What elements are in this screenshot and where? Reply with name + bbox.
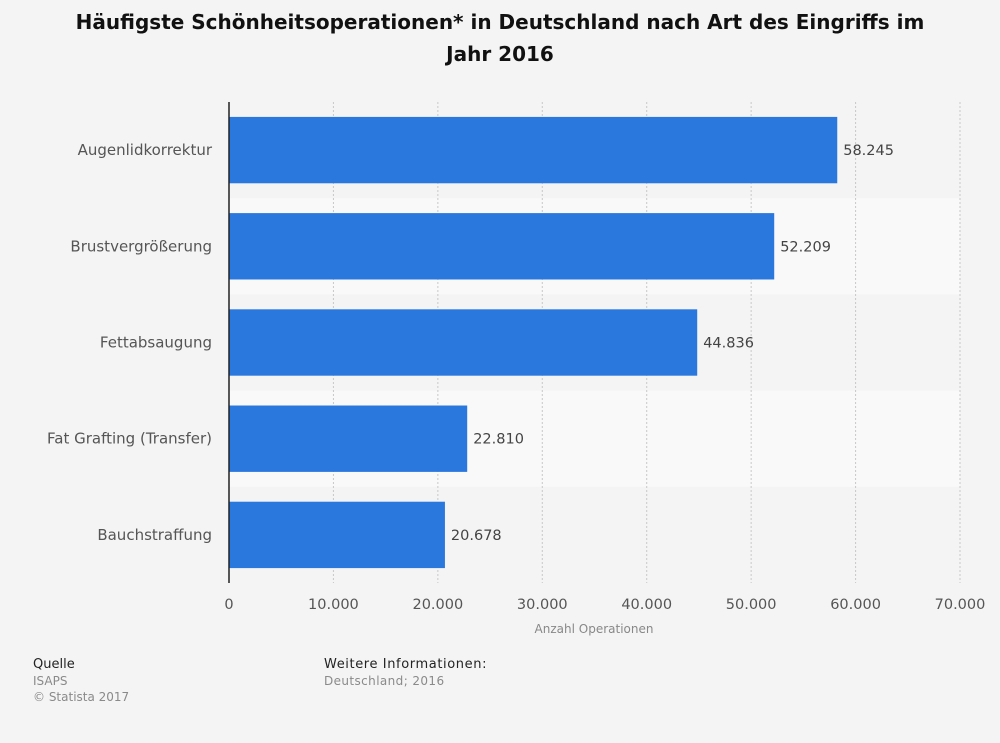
copyright: © Statista 2017: [33, 690, 130, 704]
labels: 0 10.000 20.000 30.000 40.000 50.000 60.000 70.…: [47, 141, 985, 613]
chart-title: Häufigste Schönheitsoperationen* in Deut…: [75, 10, 925, 66]
x-tick-label: 70.000: [935, 597, 986, 613]
category-label: Augenlidkorrektur: [78, 141, 213, 159]
value-label: 58.245: [843, 143, 894, 159]
source-name[interactable]: ISAPS: [33, 674, 68, 688]
bar[interactable]: [229, 309, 698, 376]
bars: [229, 116, 838, 569]
category-label: Brustvergrößerung: [70, 237, 212, 255]
source-heading: Quelle: [33, 657, 75, 672]
x-tick-label: 0: [224, 597, 233, 613]
footer-info: Weitere Informationen: Deutschland; 2016: [324, 657, 487, 688]
bar[interactable]: [229, 405, 468, 472]
bar[interactable]: [229, 116, 838, 184]
x-tick-label: 30.000: [517, 597, 568, 613]
x-axis-title: Anzahl Operationen: [535, 622, 654, 636]
category-label: Fat Grafting (Transfer): [47, 430, 212, 448]
x-tick-label: 20.000: [412, 597, 463, 613]
bar[interactable]: [229, 213, 775, 280]
info-heading: Weitere Informationen:: [324, 657, 488, 672]
value-label: 52.209: [780, 239, 831, 255]
value-label: 20.678: [451, 528, 502, 544]
value-label: 22.810: [473, 432, 524, 448]
x-tick-label: 40.000: [621, 597, 672, 613]
value-label: 44.836: [703, 336, 754, 352]
category-label: Fettabsaugung: [100, 334, 212, 352]
info-text: Deutschland; 2016: [324, 674, 445, 688]
category-label: Bauchstraffung: [97, 526, 212, 544]
x-tick-label: 50.000: [726, 597, 777, 613]
footer-source: Quelle ISAPS © Statista 2017: [33, 657, 129, 704]
x-tick-label: 10.000: [308, 597, 359, 613]
bar[interactable]: [229, 501, 445, 569]
x-tick-label: 60.000: [830, 597, 881, 613]
